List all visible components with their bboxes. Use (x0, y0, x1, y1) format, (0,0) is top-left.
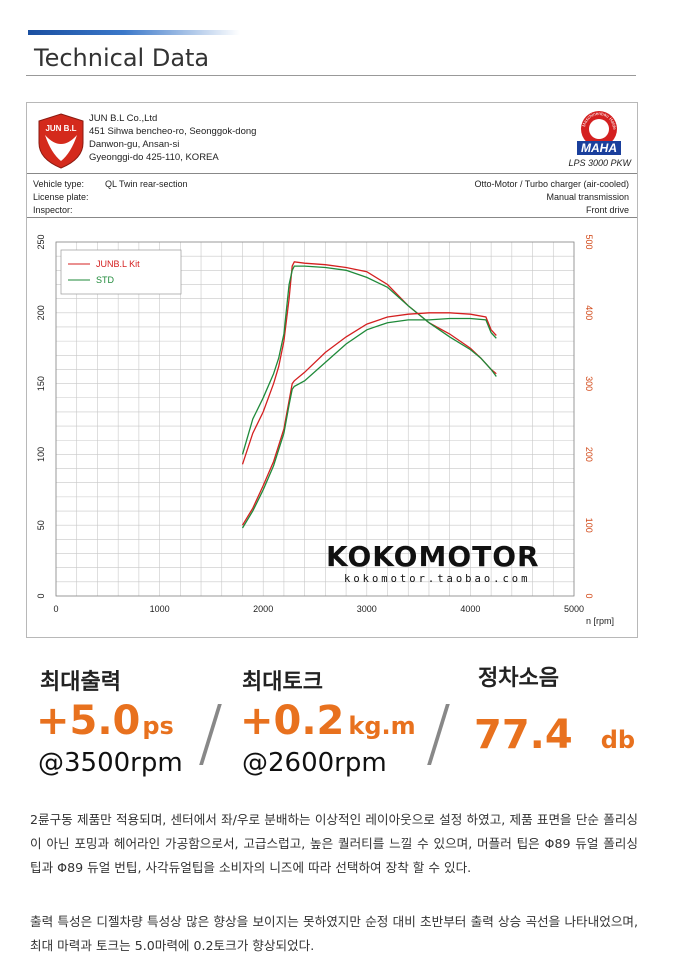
page-title: Technical Data (34, 44, 210, 72)
spec-noise-unit: db (600, 726, 636, 754)
dyno-sheet: JUN B.L JUN B.L Co.,Ltd 451 Sihwa benche… (26, 102, 638, 638)
spec-label-power: 최대출력 (40, 669, 121, 694)
inspector-label: Inspector: (33, 205, 73, 215)
spec-rpm-torque: @2600rpm (242, 748, 387, 778)
spec-torque-number: +0.2 (240, 698, 345, 744)
company-line: Danwon-gu, Ansan-si (89, 139, 180, 150)
lps-model: LPS 3000 PKW (568, 158, 631, 168)
series-line-upper (241, 265, 497, 455)
vehicle-type-value: QL Twin rear-section (105, 179, 188, 189)
spec-value-torque: +0.2 kg.m (240, 698, 416, 744)
right-tick-label: 400 (584, 305, 594, 320)
x-tick-label: 1000 (150, 604, 170, 614)
junbl-logo: JUN B.L (38, 113, 84, 169)
spec-rpm-power: @3500rpm (38, 748, 183, 778)
transmission: Manual transmission (546, 192, 629, 202)
vehicle-info: Vehicle type: License plate: Inspector: … (33, 178, 188, 217)
x-tick-label: 5000 (564, 604, 584, 614)
series-line-lower (241, 312, 497, 526)
watermark-brand: KOKOMOTOR (326, 540, 540, 573)
right-tick-label: 300 (584, 376, 594, 391)
left-tick-label: 50 (36, 520, 46, 530)
left-tick-label: 250 (36, 234, 46, 249)
info-divider (27, 217, 637, 218)
company-line: Gyeonggi-do 425-110, KOREA (89, 152, 219, 163)
x-tick-label: 3000 (357, 604, 377, 614)
title-accent-bar (28, 30, 240, 35)
drive-type: Front drive (585, 205, 629, 215)
right-tick-label: 200 (584, 447, 594, 462)
right-tick-label: 500 (584, 234, 594, 249)
spec-value-power: +5.0ps (36, 698, 174, 744)
maha-logo: Maschinenbau Haldenwang MAHA (555, 107, 621, 155)
description-paragraph-2: 출력 특성은 디젤차량 특성상 많은 향상을 보이지는 못하였지만 순정 대비 … (30, 914, 638, 953)
license-plate-label: License plate: (33, 192, 89, 202)
maha-text: MAHA (581, 141, 617, 155)
spec-label-torque: 최대토크 (242, 669, 323, 694)
spec-noise-number: 77.4 (474, 712, 573, 758)
left-tick-label: 0 (36, 593, 46, 598)
engine-info: Otto-Motor / Turbo charger (air-cooled) … (474, 178, 629, 217)
engine-type: Otto-Motor / Turbo charger (air-cooled) (474, 179, 629, 189)
series-line-lower (241, 317, 497, 529)
right-tick-label: 100 (584, 518, 594, 533)
spec-power-number: +5.0 (36, 698, 141, 744)
spec-label-noise: 정차소음 (478, 665, 559, 690)
x-tick-label: 4000 (460, 604, 480, 614)
x-axis-label: n [rpm] (586, 616, 614, 626)
x-tick-label: 2000 (253, 604, 273, 614)
watermark-url: kokomotor.taobao.com (344, 573, 531, 585)
spec-divider: / (426, 690, 451, 776)
logo-text: JUN B.L (45, 124, 76, 133)
title-divider (26, 75, 636, 76)
legend-entry: JUNB.L Kit (96, 259, 140, 269)
description-paragraph-1: 2륜구동 제품만 적용되며, 센터에서 좌/우로 분배하는 이상적인 레이아웃으… (30, 812, 638, 875)
plot-frame (55, 241, 575, 597)
left-tick-label: 150 (36, 376, 46, 391)
legend-box (60, 249, 182, 295)
x-tick-label: 0 (53, 604, 58, 614)
right-tick-label: 0 (584, 593, 594, 598)
company-line: JUN B.L Co.,Ltd (89, 113, 158, 124)
left-tick-label: 200 (36, 305, 46, 320)
header-divider (27, 173, 637, 174)
spec-power-unit: ps (142, 712, 174, 740)
spec-value-noise: 77.4 db (474, 712, 635, 758)
vehicle-type-label: Vehicle type: (33, 179, 85, 189)
series-line-upper (241, 261, 497, 465)
spec-torque-unit: kg.m (348, 712, 416, 740)
company-line: 451 Sihwa bencheo-ro, Seonggok-dong (89, 126, 257, 137)
company-address: JUN B.L Co.,Ltd 451 Sihwa bencheo-ro, Se… (89, 112, 256, 164)
legend-entry: STD (96, 275, 115, 285)
spec-divider: / (198, 690, 223, 776)
left-tick-label: 100 (36, 447, 46, 462)
